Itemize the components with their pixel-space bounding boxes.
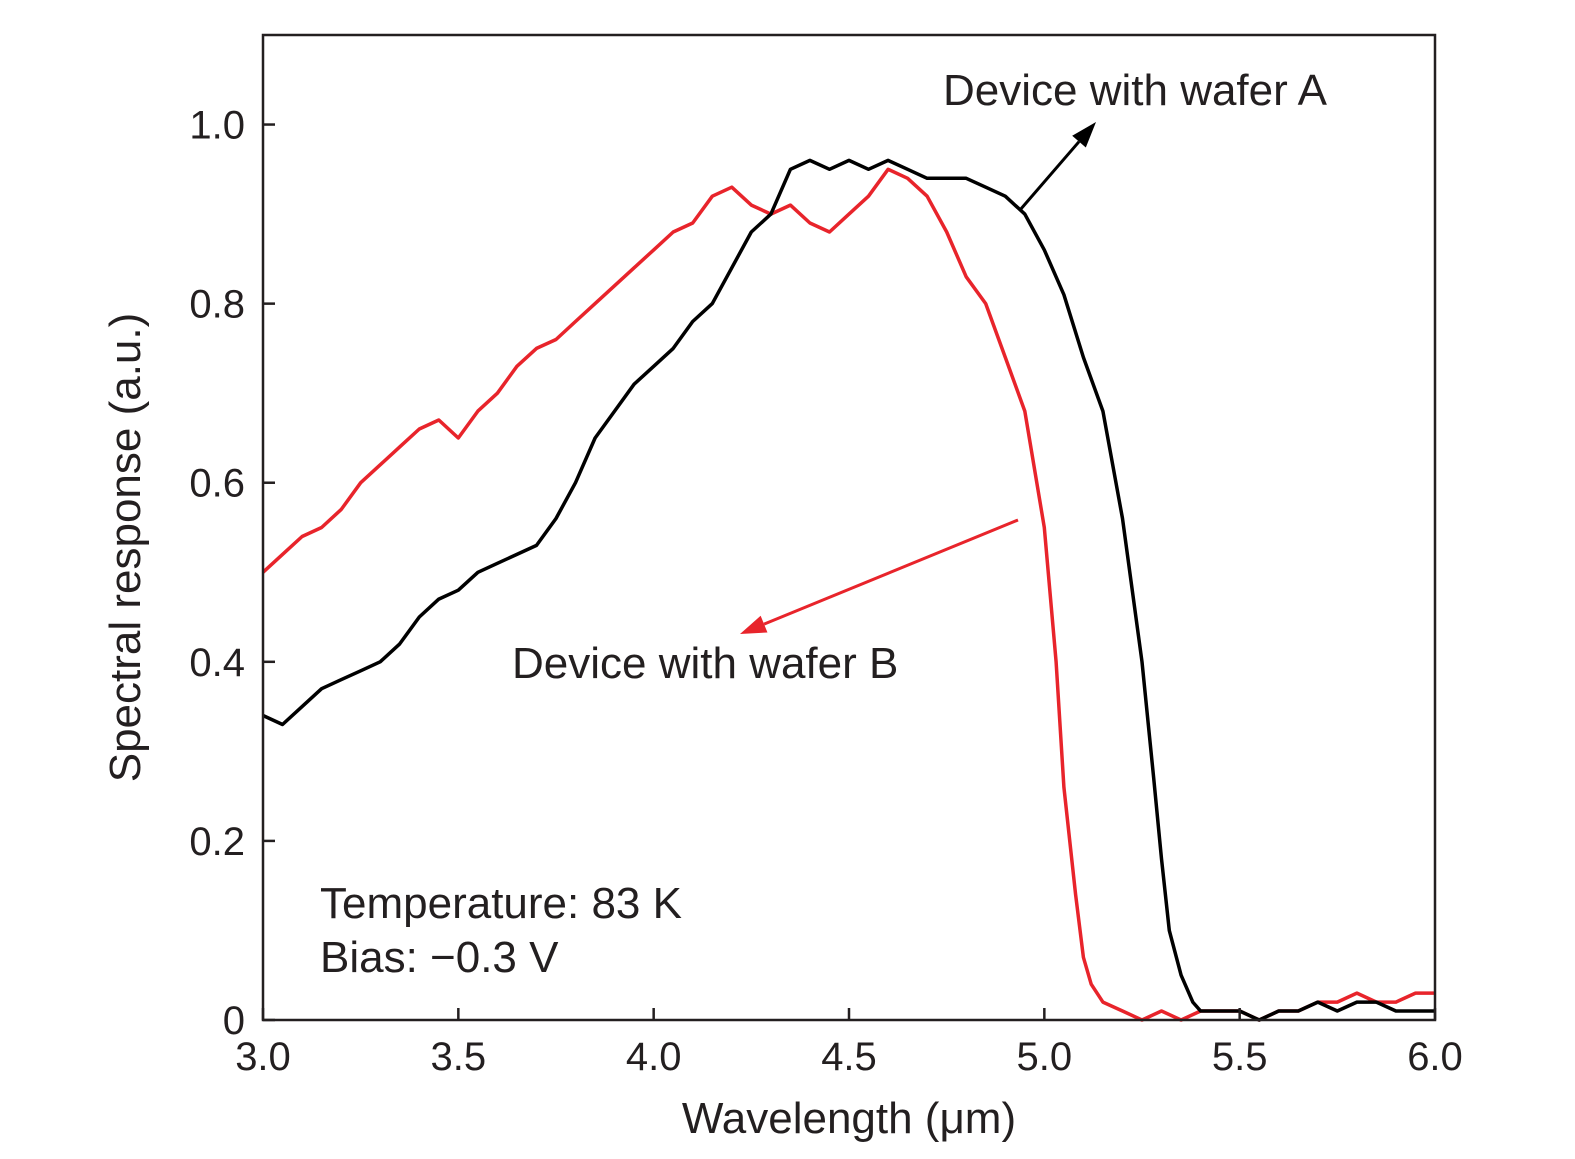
x-tick-label: 3.5 [431,1035,487,1079]
series-layer [261,158,1435,1022]
y-tick-label: 1.0 [189,104,245,148]
x-tick-label: 5.0 [1017,1035,1073,1079]
y-axis-label: Spectral response (a.u.) [101,313,150,783]
x-tick-label: 4.0 [626,1035,682,1079]
x-tick-label: 6.0 [1407,1035,1463,1079]
temperature-annotation: Temperature: 83 K [320,879,682,928]
series-a-arrow-head [1072,122,1096,148]
series-b-label: Device with wafer B [512,639,898,688]
y-axis: 0 0.2 0.4 0.6 0.8 1.0 [189,104,275,1043]
series-a-label: Device with wafer A [943,66,1328,115]
series-line-wafer-a [262,158,1435,1022]
x-tick-label: 4.5 [821,1035,877,1079]
y-tick-label: 0.4 [189,641,245,685]
y-tick-label: 0.2 [189,820,245,864]
y-tick-label: 0.8 [189,283,245,327]
plot-frame [261,33,1437,1022]
series-a-arrow [1018,122,1096,211]
series-b-arrow-head [740,615,768,634]
series-b-arrow [740,518,1019,634]
y-tick-label: 0.6 [189,462,245,506]
x-tick-label: 5.5 [1212,1035,1268,1079]
x-axis-label: Wavelength (μm) [682,1094,1016,1143]
bias-annotation: Bias: −0.3 V [320,933,559,982]
series-b-arrow-line [763,518,1019,626]
y-tick-label: 0 [223,999,245,1043]
x-tick-label: 3.0 [235,1035,291,1079]
x-axis: 3.0 3.5 4.0 4.5 5.0 5.5 6.0 [235,1008,1463,1079]
series-a-arrow-line [1018,140,1081,211]
